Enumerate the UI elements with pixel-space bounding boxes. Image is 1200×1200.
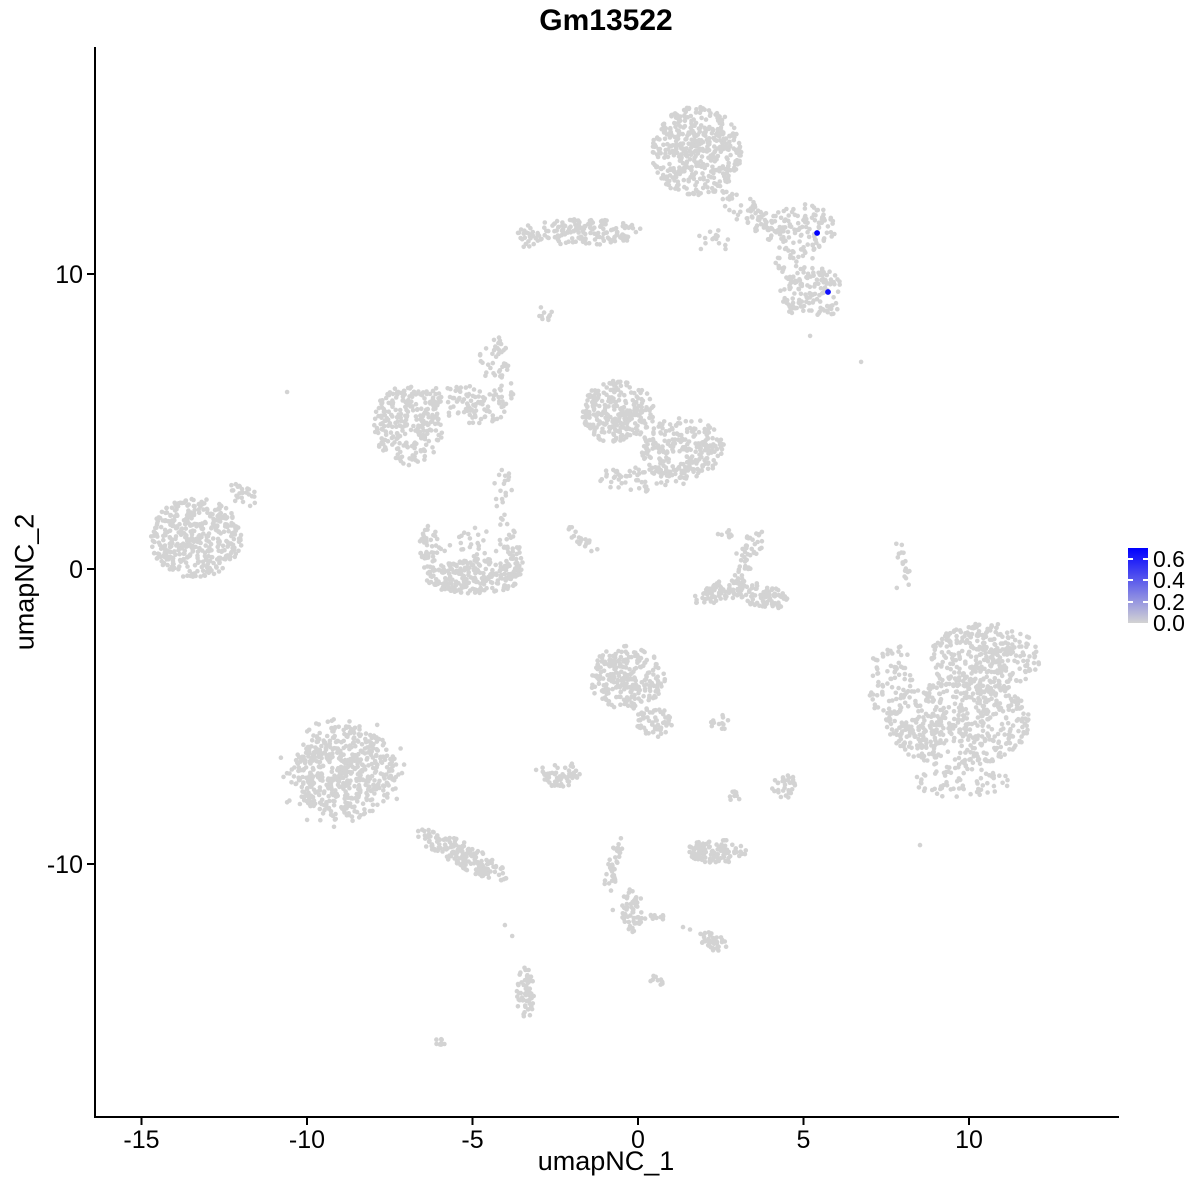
y-tick-label: 10 — [55, 261, 83, 289]
x-tick-label: -15 — [123, 1126, 159, 1154]
umap-points-layer — [148, 104, 1042, 1047]
x-tick-label: 0 — [631, 1126, 645, 1154]
colorbar-tick — [1143, 579, 1148, 582]
y-axis-title: umapNC_2 — [9, 513, 40, 651]
colorbar-tick — [1143, 600, 1148, 603]
colorbar-tick — [1128, 600, 1133, 603]
plot-title: Gm13522 — [539, 4, 673, 37]
highlighted-cells-layer — [814, 230, 831, 295]
legend-tick-label: 0.4 — [1153, 567, 1185, 594]
x-tick-label: 5 — [797, 1126, 811, 1154]
expressing-cell-point — [814, 230, 820, 236]
legend-tick-label: 0.2 — [1153, 588, 1185, 615]
expressing-cell-point — [825, 289, 831, 295]
colorbar-tick — [1143, 557, 1148, 560]
colorbar-tick — [1128, 579, 1133, 582]
x-tick-label: -10 — [289, 1126, 325, 1154]
x-tick-label: 10 — [955, 1126, 983, 1154]
y-tick-label: 0 — [69, 556, 83, 584]
legend-tick-label: 0.6 — [1153, 545, 1185, 572]
axes: -15 -10 -5 0 5 10 10 0 -10 — [47, 47, 1119, 1154]
colorbar-tick — [1128, 557, 1133, 560]
legend-tick-label: 0.0 — [1153, 610, 1185, 636]
colorbar-gradient — [1128, 548, 1148, 623]
x-axis-title: umapNC_1 — [537, 1146, 675, 1176]
x-tick-label: -5 — [461, 1126, 483, 1154]
y-tick-label: -10 — [47, 851, 83, 879]
